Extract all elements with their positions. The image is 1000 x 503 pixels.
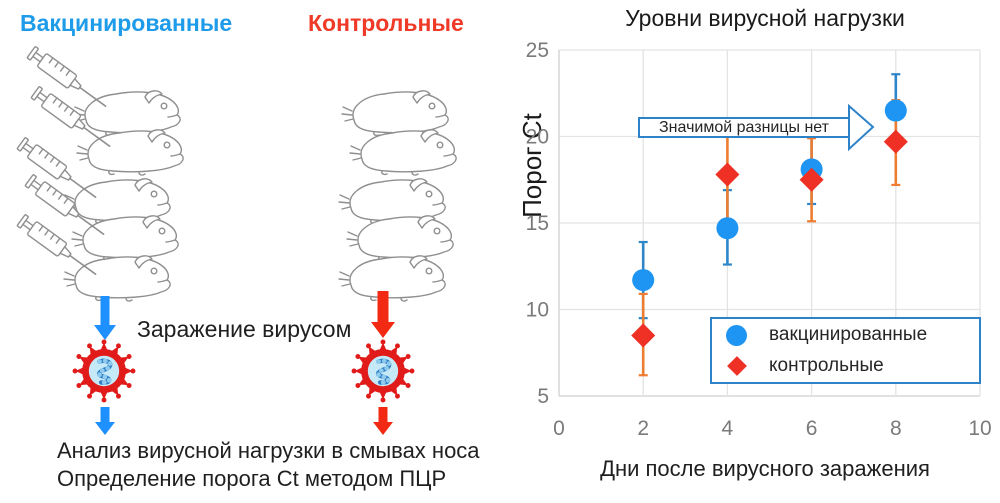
down-arrow-icon (373, 407, 393, 435)
legend-item-control: контрольные (726, 355, 979, 377)
data-point-diamond (883, 129, 908, 154)
hamster-icon (73, 90, 181, 137)
viral-load-chart: Уровни вирусной нагрузки Порог Ct 5 10 15 2… (495, 0, 1000, 503)
y-tick-label: 25 (526, 39, 549, 62)
hamster-icon (349, 129, 457, 176)
data-point-circle (632, 269, 655, 292)
virus-icon (73, 340, 136, 403)
analysis-text-line1: Анализ вирусной нагрузки в смывах носа (57, 438, 480, 463)
vaccinated-group-label: Вакцинированные (20, 10, 233, 36)
annotation-callout: Значимой разницы нет (638, 117, 850, 138)
hamster-icon (338, 255, 446, 302)
y-tick-label: 10 (526, 299, 549, 322)
chart-title: Уровни вирусной нагрузки (625, 5, 905, 31)
x-tick-label: 2 (637, 417, 649, 440)
data-point-circle (716, 217, 739, 240)
data-point-diamond (631, 323, 656, 348)
infection-label: Заражение вирусом (137, 316, 352, 342)
vaccinated-hamsters-group (15, 44, 184, 302)
down-arrow-icon (95, 407, 115, 435)
control-group-label: Контрольные (308, 10, 464, 36)
x-tick-label: 6 (806, 417, 818, 440)
down-arrow-icon (371, 291, 395, 338)
callout-arrow-icon (848, 103, 875, 152)
legend-label: вакцинированные (769, 324, 928, 345)
down-arrow-icon (94, 296, 116, 340)
x-tick-label: 0 (553, 417, 565, 440)
circle-marker-icon (726, 324, 747, 346)
y-tick-label: 15 (526, 212, 549, 235)
control-hamsters-group (338, 90, 457, 302)
analysis-text-line2: Определение порога Ct методом ПЦР (57, 466, 447, 491)
x-tick-label: 8 (890, 417, 902, 440)
hamster-icon (76, 129, 184, 176)
y-tick-label: 20 (526, 126, 549, 149)
y-tick-label: 5 (537, 385, 549, 408)
legend-item-vaccinated: вакцинированные (726, 324, 979, 346)
chart-legend: вакцинированные контрольные (710, 317, 981, 384)
data-point-circle (884, 99, 907, 122)
diamond-marker-icon (726, 356, 747, 377)
x-axis-label: Дни после вирусного заражения (600, 456, 930, 481)
experiment-diagram (15, 44, 457, 435)
hamster-icon (346, 215, 454, 262)
x-tick-label: 4 (722, 417, 734, 440)
data-point-diamond (799, 167, 824, 192)
x-tick-label: 10 (968, 417, 991, 440)
virus-icon (352, 340, 415, 403)
data-point-diamond (715, 162, 740, 187)
legend-label: контрольные (769, 355, 884, 376)
